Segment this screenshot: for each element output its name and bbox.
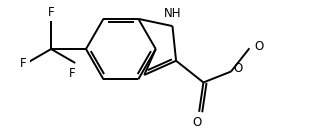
Text: F: F: [48, 6, 54, 19]
Text: F: F: [68, 67, 75, 80]
Text: F: F: [19, 57, 26, 70]
Text: O: O: [255, 40, 264, 53]
Text: O: O: [193, 116, 202, 129]
Text: O: O: [234, 62, 243, 74]
Text: NH: NH: [164, 7, 181, 20]
